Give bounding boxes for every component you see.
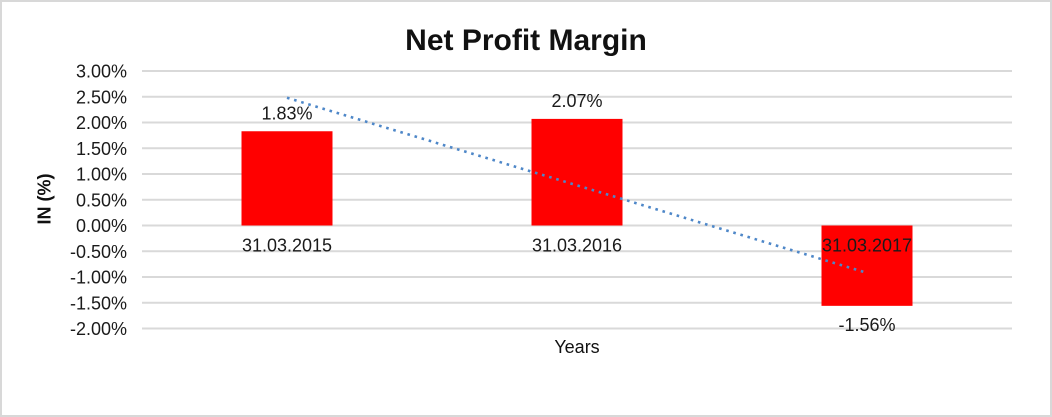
y-tick-label: -2.00% [70, 319, 127, 339]
category-label: 31.03.2016 [532, 236, 622, 256]
category-label: 31.03.2015 [242, 236, 332, 256]
y-tick-label: 1.50% [76, 139, 127, 159]
y-tick-label: 3.00% [76, 62, 127, 82]
y-tick-label: -0.50% [70, 242, 127, 262]
bar [531, 118, 623, 226]
y-tick-label: -1.00% [70, 268, 127, 288]
data-label: 1.83% [261, 103, 312, 123]
data-label: -1.56% [838, 315, 895, 335]
category-label: 31.03.2017 [822, 236, 912, 256]
y-tick-label: 0.00% [76, 216, 127, 236]
y-tick-label: 1.00% [76, 165, 127, 185]
y-tick-label: -1.50% [70, 293, 127, 313]
bar [241, 131, 333, 226]
trendline [286, 96, 868, 275]
bar [821, 225, 913, 306]
chart-title: Net Profit Margin [405, 24, 647, 57]
x-axis-title: Years [554, 337, 600, 357]
y-tick-label: 2.50% [76, 87, 127, 107]
y-tick-label: 2.00% [76, 113, 127, 133]
y-tick-label: 0.50% [76, 190, 127, 210]
data-label: 2.07% [551, 91, 602, 111]
